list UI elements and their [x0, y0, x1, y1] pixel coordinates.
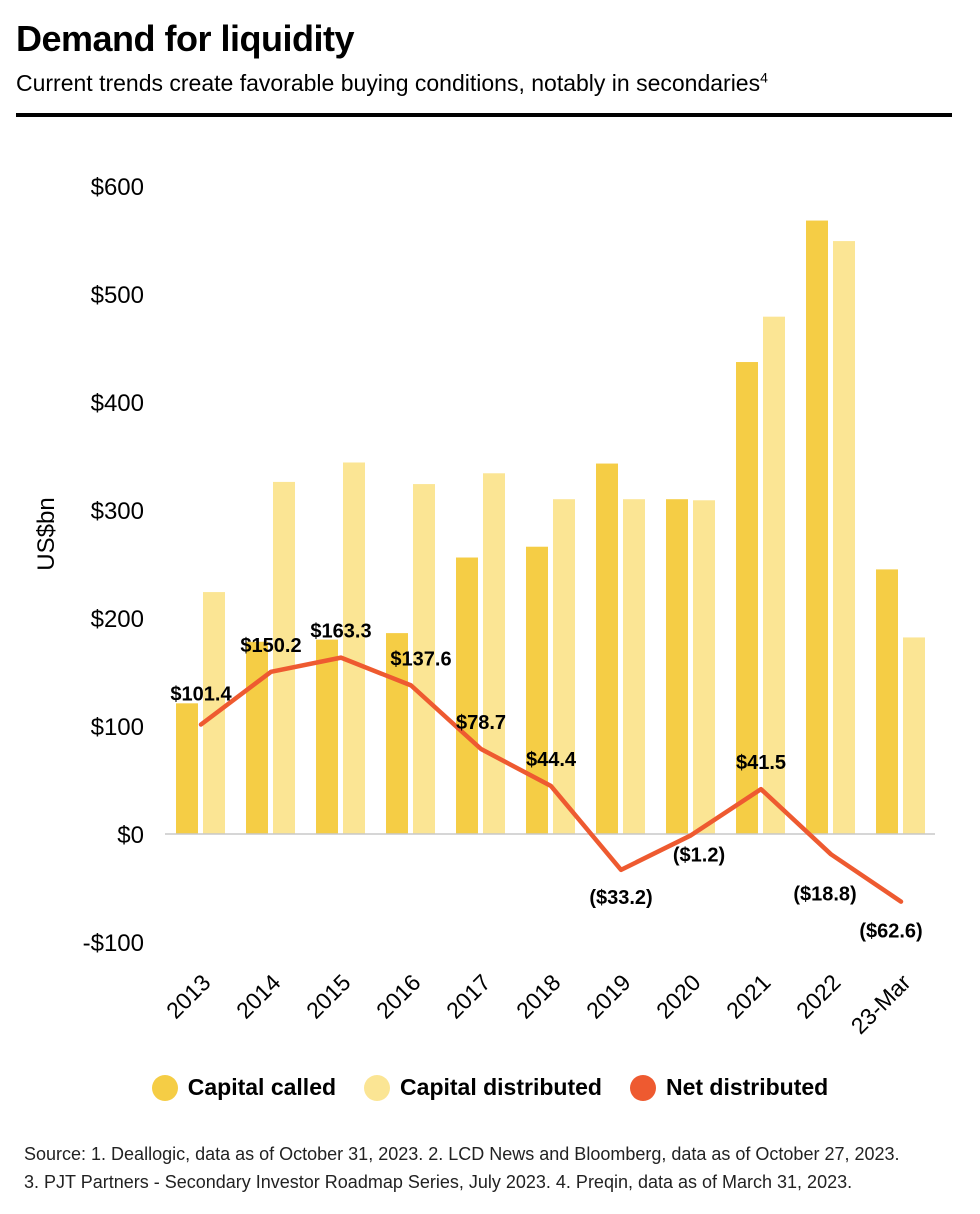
x-tick-label: 2018	[511, 969, 566, 1024]
legend: Capital called Capital distributed Net d…	[0, 1074, 980, 1101]
bar-capital-distributed	[833, 241, 855, 834]
chart-subtitle: Current trends create favorable buying c…	[16, 70, 768, 97]
source-line-2: 3. PJT Partners - Secondary Investor Roa…	[24, 1172, 853, 1192]
legend-swatch-capital-called	[151, 1074, 178, 1101]
bar-capital-called	[316, 639, 338, 834]
data-label-net-distributed: $163.3	[310, 621, 371, 643]
y-tick-label: $600	[91, 174, 144, 201]
legend-item-capital-called: Capital called	[151, 1074, 337, 1101]
data-label-net-distributed: ($33.2)	[589, 887, 652, 909]
data-label-net-distributed: $44.4	[526, 749, 577, 771]
bar-capital-distributed	[413, 484, 435, 834]
y-axis-title: US$bn	[33, 497, 60, 570]
bar-capital-called	[596, 463, 618, 834]
data-label-net-distributed: ($62.6)	[859, 921, 922, 943]
x-tick-label: 2022	[791, 969, 846, 1024]
x-tick-label: 2016	[371, 969, 426, 1024]
bar-capital-called	[666, 499, 688, 834]
bar-capital-distributed	[763, 316, 785, 834]
subtitle-text: Current trends create favorable buying c…	[16, 70, 761, 96]
bar-capital-distributed	[273, 481, 295, 834]
bar-capital-distributed	[903, 637, 925, 834]
title-divider	[16, 113, 952, 117]
data-label-net-distributed: $78.7	[456, 712, 506, 734]
data-label-net-distributed: $150.2	[240, 635, 301, 657]
data-label-net-distributed: $137.6	[390, 648, 451, 670]
y-tick-label: $300	[91, 498, 144, 525]
x-tick-label: 2020	[651, 969, 706, 1024]
x-tick-label: 2021	[721, 969, 776, 1024]
legend-label-capital-distributed: Capital distributed	[400, 1074, 602, 1100]
bar-capital-distributed	[343, 462, 365, 834]
line-net-distributed	[198, 655, 904, 904]
x-tick-label: 2015	[301, 969, 356, 1024]
subtitle-footnote: 4	[760, 69, 768, 86]
legend-label-capital-called: Capital called	[187, 1074, 337, 1100]
y-tick-label: $500	[91, 282, 144, 309]
y-tick-label: $100	[91, 714, 144, 741]
x-tick-label: 2019	[581, 969, 636, 1024]
legend-item-capital-distributed: Capital distributed	[364, 1074, 602, 1101]
x-tick-label: 2013	[161, 969, 216, 1024]
legend-swatch-net-distributed	[629, 1074, 656, 1101]
data-label-net-distributed: $41.5	[736, 752, 786, 774]
x-tick-label: 2017	[441, 969, 496, 1024]
bar-capital-called	[246, 641, 268, 834]
data-label-net-distributed: ($18.8)	[793, 883, 856, 905]
legend-label-net-distributed: Net distributed	[665, 1074, 829, 1100]
bar-capital-called	[736, 362, 758, 834]
x-tick-label: 23-Mar	[846, 969, 916, 1039]
bar-capital-called	[526, 546, 548, 834]
y-tick-label: $400	[91, 390, 144, 417]
x-tick-label: 2014	[231, 969, 286, 1024]
bar-capital-distributed	[553, 499, 575, 834]
y-tick-label: $200	[91, 606, 144, 633]
y-tick-label: $0	[117, 822, 144, 849]
bar-capital-called	[176, 703, 198, 834]
data-label-net-distributed: $101.4	[170, 683, 232, 705]
source-note: Source: 1. Deallogic, data as of October…	[24, 1140, 964, 1196]
bar-capital-called	[806, 220, 828, 834]
bar-capital-called	[876, 569, 898, 834]
chart-title: Demand for liquidity	[16, 18, 355, 59]
bar-capital-called	[456, 557, 478, 834]
data-label-net-distributed: ($1.2)	[673, 844, 725, 866]
bar-capital-distributed	[623, 499, 645, 834]
bar-capital-distributed	[693, 500, 715, 834]
bar-capital-distributed	[483, 473, 505, 834]
source-line-1: Source: 1. Deallogic, data as of October…	[24, 1144, 900, 1164]
y-tick-label: -$100	[83, 930, 144, 957]
legend-item-net-distributed: Net distributed	[629, 1074, 829, 1101]
legend-swatch-capital-distributed	[364, 1074, 391, 1101]
chart-area: $600 $500 $400 $300 $200 $100 $0 -$100 US$bn 2013…	[33, 174, 935, 1039]
